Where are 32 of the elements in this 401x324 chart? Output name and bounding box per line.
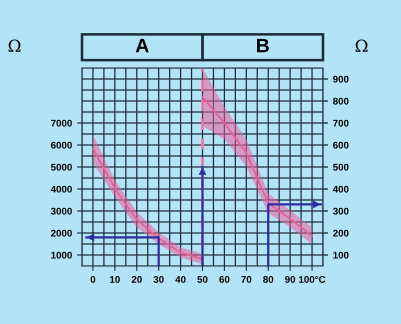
x-tick-label: 60 <box>219 276 230 283</box>
x-tick-label: 20 <box>132 276 142 283</box>
y-tick-label: 2000 <box>50 230 72 237</box>
x-tick-label: 10 <box>110 276 120 283</box>
y-tick-label: 7000 <box>51 120 72 127</box>
y-tick-label: 5000 <box>50 164 72 171</box>
y2-tick-label: 200 <box>333 230 349 237</box>
x-tick-label: 50 <box>197 276 208 283</box>
x-tick-label: 40 <box>175 276 186 283</box>
y2-tick-label: 800 <box>333 98 349 105</box>
x-tick-label: 100°C <box>299 276 326 283</box>
text: B <box>257 38 269 52</box>
y2-tick-label: 300 <box>332 208 349 215</box>
x-tick-label: 30 <box>154 276 164 283</box>
y-tick-label: 1000 <box>51 252 72 259</box>
y2-tick-label: 100 <box>333 252 349 259</box>
x-tick-label: 90 <box>285 276 296 283</box>
y2-tick-label: 400 <box>332 186 349 193</box>
x-tick-label: 0 <box>90 276 96 283</box>
x-tick-label: 80 <box>263 276 274 283</box>
line-series <box>202 96 313 237</box>
y2-tick-label: 900 <box>333 76 349 83</box>
y2-tick-label: 700 <box>333 120 349 127</box>
y-tick-label: 3000 <box>50 208 72 215</box>
y2-axis-title: Ω <box>356 39 368 52</box>
y2-tick-label: 500 <box>333 164 349 171</box>
x-tick-label: 70 <box>241 276 252 283</box>
y-tick-label: 4000 <box>50 186 72 193</box>
y2-tick-label: 600 <box>333 142 349 149</box>
text: A <box>136 38 149 52</box>
y-tick-label: 6000 <box>51 142 72 149</box>
y-axis-title: Ω <box>8 39 20 52</box>
